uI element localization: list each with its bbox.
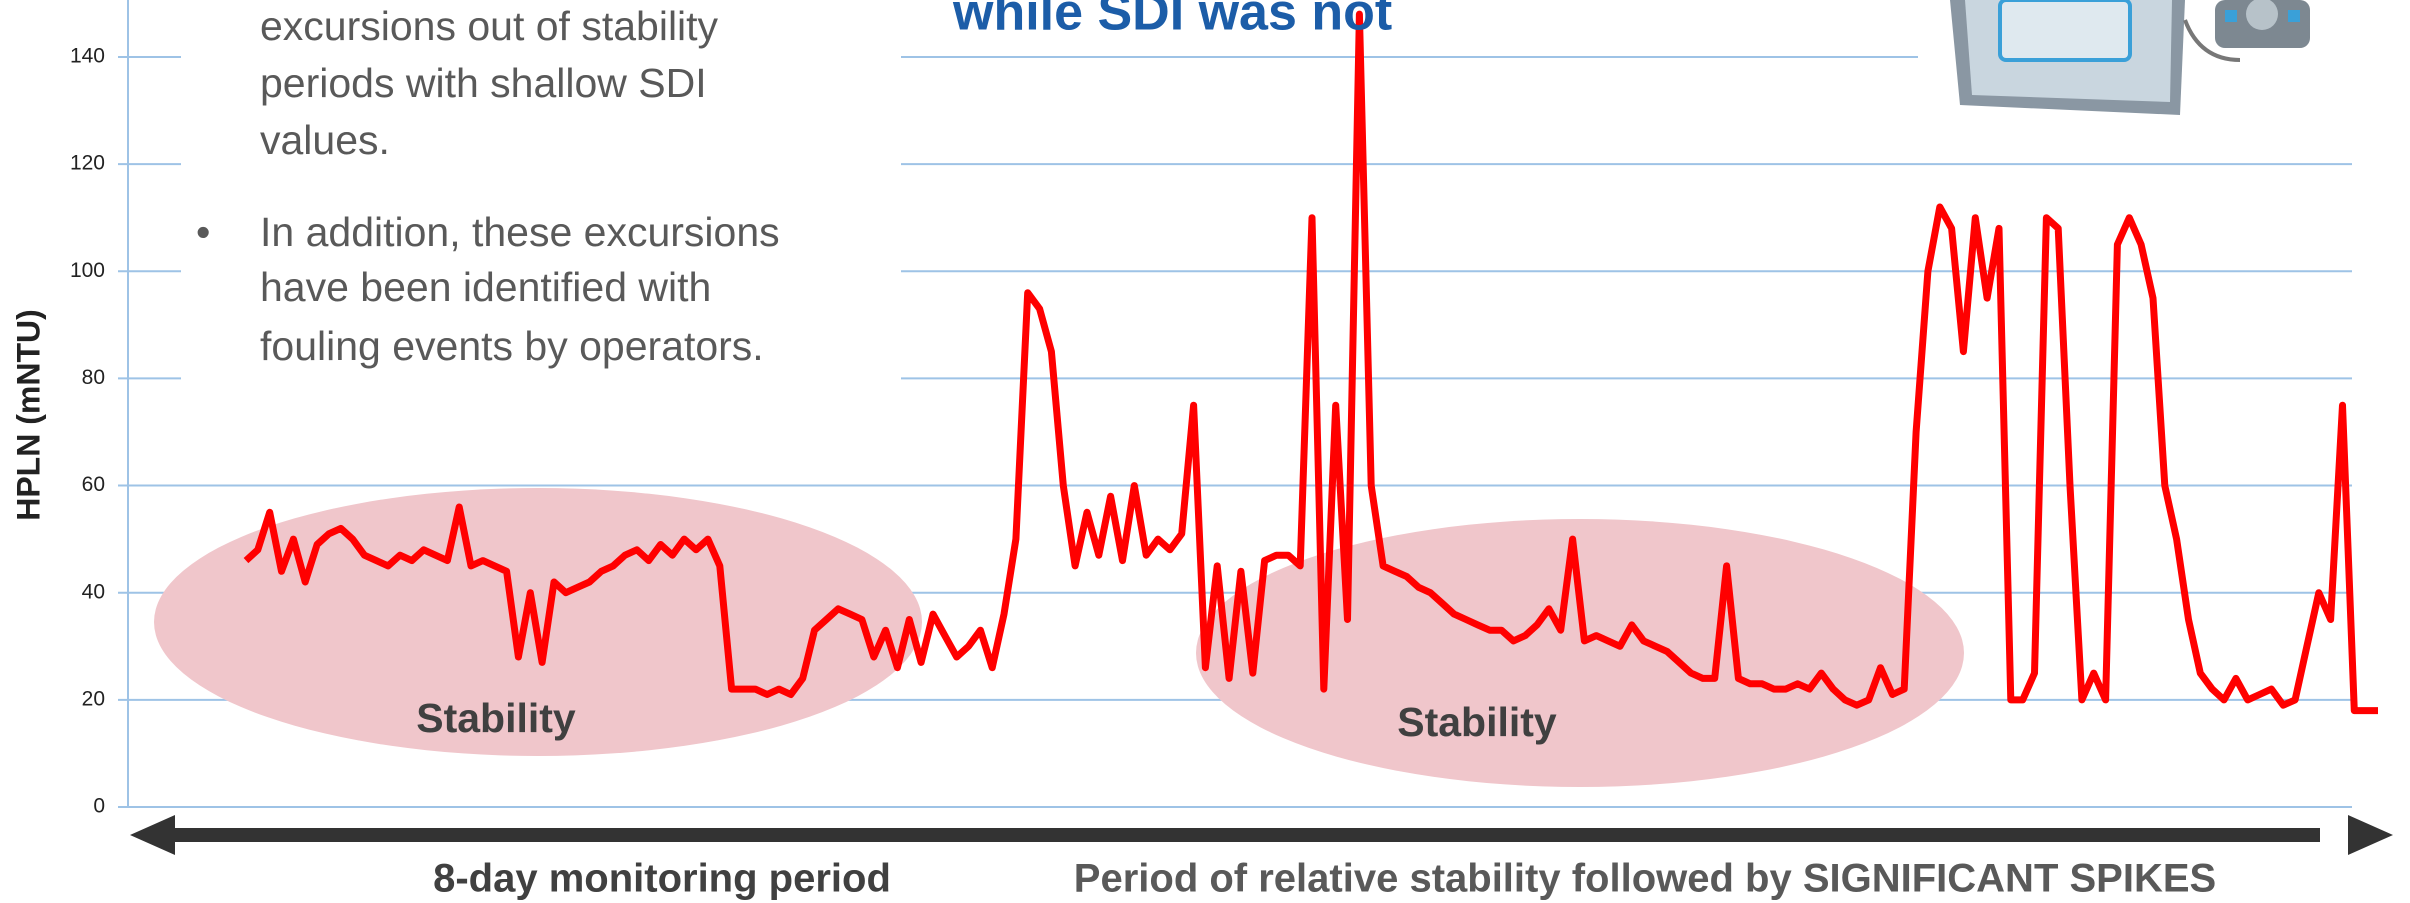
y-tick-label: 40 [82, 580, 105, 603]
annotation: Stability [416, 695, 576, 741]
footer-label: Period of relative stability followed by… [1074, 857, 2216, 901]
annotation: Stability [1397, 699, 1557, 745]
y-tick-label: 20 [82, 687, 105, 710]
y-tick-label: 120 [70, 152, 105, 175]
y-tick-label: 0 [93, 795, 105, 818]
y-tick-label: 140 [70, 45, 105, 68]
footer-label: 8-day monitoring period [433, 857, 891, 901]
y-tick-label: 60 [82, 473, 105, 496]
bullet-line: have been identified with [260, 264, 711, 310]
bullet-line: periods with shallow SDI [260, 60, 707, 106]
y-axis-label: HPLN (mNTU) [10, 309, 46, 521]
bullet-symbol: • [196, 209, 210, 255]
bullet-line: values. [260, 117, 390, 163]
text-box [181, 0, 901, 384]
bullets: excursions out of stability periods with… [196, 3, 780, 369]
bullet-line: excursions out of stability [260, 3, 719, 49]
timeline-arrow [130, 815, 2393, 855]
series [243, 10, 2378, 715]
data-line [243, 10, 2378, 715]
highlight-ellipse [1196, 519, 1964, 787]
y-tick-label: 80 [82, 366, 105, 389]
device-image [1918, 0, 2355, 162]
bullet-line: In addition, these excursions [260, 209, 780, 255]
y-tick-label: 100 [70, 259, 105, 282]
bullet-line: fouling events by operators. [260, 323, 764, 369]
heading: while SDI was not [952, 0, 1392, 42]
